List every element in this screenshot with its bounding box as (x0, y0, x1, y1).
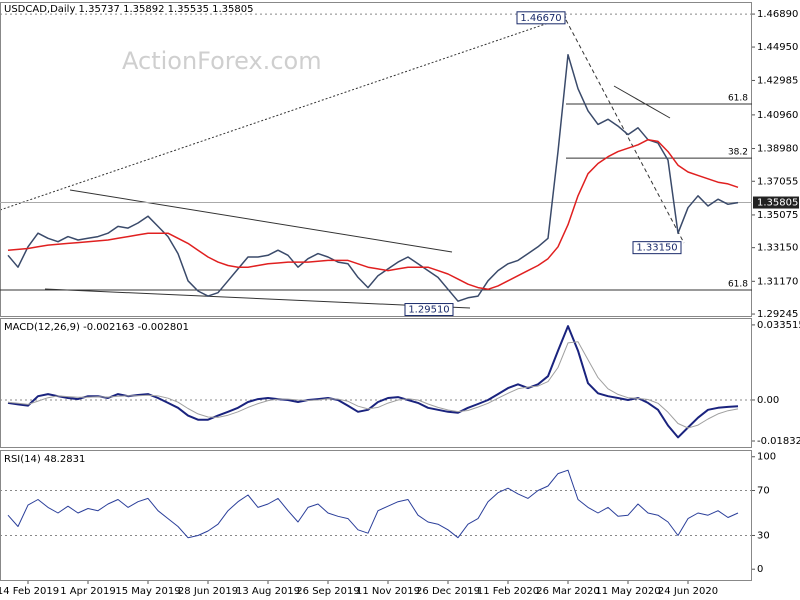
y-tick-label: 1.44950 (757, 42, 798, 53)
x-tick-label: 26 Mar 2020 (536, 586, 599, 597)
fib-label: 61.8 (728, 94, 748, 104)
x-tick-label: 15 May 2019 (115, 586, 180, 597)
chart-title: USDCAD,Daily 1.35737 1.35892 1.35535 1.3… (4, 4, 254, 15)
x-tick-label: 13 Aug 2019 (236, 586, 300, 597)
series-line (7, 138, 739, 291)
x-tick-label: 1 Apr 2019 (60, 586, 115, 597)
x-tick-label: 26 Dec 2019 (416, 586, 480, 597)
y-tick-label: 0 (757, 564, 763, 575)
y-tick-label: 1.38980 (757, 144, 798, 155)
annotation-box (632, 241, 682, 255)
x-tick-label: 11 May 2020 (595, 586, 660, 597)
y-tick-label: 1.35075 (757, 210, 798, 221)
watermark: ActionForex.com (122, 47, 322, 75)
series-line (7, 53, 739, 302)
y-tick-label: 1.46890 (757, 9, 798, 20)
annotation-label: 1.29510 (408, 305, 449, 316)
y-tick-label: 1.29245 (757, 309, 798, 320)
fib-label: 38.2 (728, 148, 748, 158)
series-line (7, 341, 739, 429)
panel (0, 450, 752, 581)
annotation-box (516, 11, 566, 25)
y-tick-label: 70 (757, 485, 770, 496)
y-tick-label: 0.033515 (757, 320, 800, 331)
annotation-box (404, 303, 454, 317)
panel-title: MACD(12,26,9) -0.002163 -0.002801 (4, 322, 189, 333)
y-tick-label: 1.37055 (757, 176, 798, 187)
x-tick-label: 11 Nov 2019 (356, 586, 420, 597)
panel (0, 318, 752, 448)
x-tick-label: 14 Feb 2019 (0, 586, 59, 597)
panel (0, 2, 752, 317)
y-tick-label: 1.31170 (757, 276, 798, 287)
x-tick-label: 26 Sep 2019 (296, 586, 359, 597)
annotation-label: 1.46670 (520, 13, 561, 24)
x-tick-label: 28 Jun 2019 (178, 586, 238, 597)
fib-label: 61.8 (728, 279, 748, 289)
trend-line (44, 288, 471, 309)
y-tick-label: 30 (757, 530, 770, 541)
y-tick-label: 1.40960 (757, 110, 798, 121)
y-tick-label: 100 (757, 452, 776, 463)
annotation-label: 1.33150 (636, 243, 677, 254)
trend-line (613, 85, 671, 119)
panel-title: RSI(14) 48.2831 (4, 454, 85, 465)
x-tick-label: 11 Feb 2020 (477, 586, 539, 597)
y-tick-label: 0.00 (757, 395, 779, 406)
trend-line (69, 189, 453, 253)
y-tick-label: 1.42985 (757, 75, 798, 86)
series-line (7, 469, 739, 539)
last-price-label: 1.35805 (757, 198, 798, 209)
last-price-box (753, 196, 799, 209)
y-tick-label: 1.33150 (757, 243, 798, 254)
x-tick-label: 24 Jun 2020 (658, 586, 718, 597)
y-tick-label: -0.018324 (757, 436, 800, 447)
